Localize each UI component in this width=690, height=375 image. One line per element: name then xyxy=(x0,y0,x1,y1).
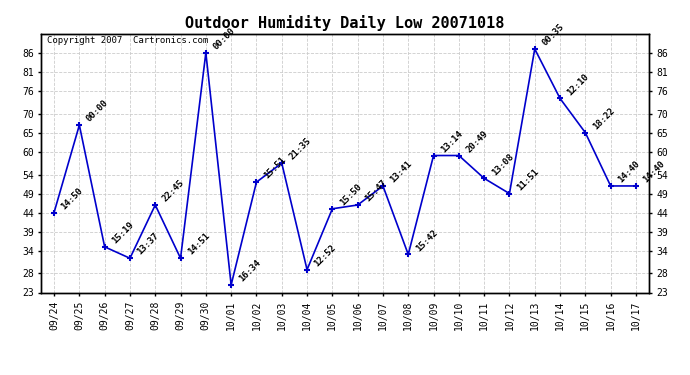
Text: 12:10: 12:10 xyxy=(566,72,591,97)
Text: 13:37: 13:37 xyxy=(135,231,161,257)
Text: Copyright 2007  Cartronics.com: Copyright 2007 Cartronics.com xyxy=(48,36,208,45)
Text: 14:40: 14:40 xyxy=(616,159,642,184)
Text: 16:34: 16:34 xyxy=(237,258,262,284)
Text: 13:08: 13:08 xyxy=(490,152,515,177)
Title: Outdoor Humidity Daily Low 20071018: Outdoor Humidity Daily Low 20071018 xyxy=(186,15,504,31)
Text: 11:51: 11:51 xyxy=(515,167,540,192)
Text: 14:40: 14:40 xyxy=(642,159,667,184)
Text: 20:49: 20:49 xyxy=(464,129,490,154)
Text: 15:50: 15:50 xyxy=(338,182,363,207)
Text: 12:52: 12:52 xyxy=(313,243,338,268)
Text: 15:47: 15:47 xyxy=(363,178,388,204)
Text: 18:22: 18:22 xyxy=(591,106,616,131)
Text: 14:50: 14:50 xyxy=(59,186,85,211)
Text: 22:45: 22:45 xyxy=(161,178,186,204)
Text: 15:51: 15:51 xyxy=(262,155,287,181)
Text: 00:35: 00:35 xyxy=(540,22,566,48)
Text: 13:41: 13:41 xyxy=(388,159,414,184)
Text: 00:00: 00:00 xyxy=(85,98,110,124)
Text: 14:51: 14:51 xyxy=(186,231,211,257)
Text: 00:00: 00:00 xyxy=(211,26,237,51)
Text: 21:35: 21:35 xyxy=(287,136,313,162)
Text: 15:42: 15:42 xyxy=(414,228,439,253)
Text: 15:19: 15:19 xyxy=(110,220,135,246)
Text: 13:14: 13:14 xyxy=(439,129,464,154)
